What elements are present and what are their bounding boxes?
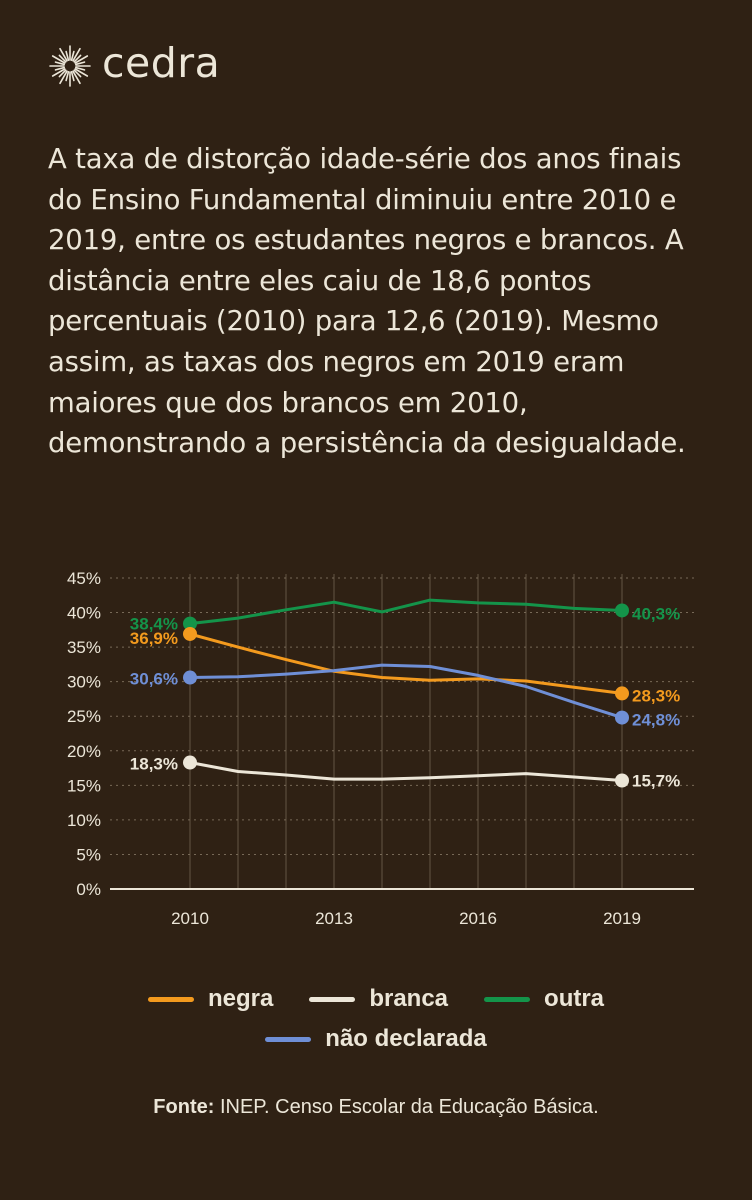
data-label-start-outra: 38,4% bbox=[130, 615, 178, 634]
series-line-nao-declarada bbox=[188, 663, 624, 720]
legend-label: outra bbox=[544, 985, 605, 1012]
x-tick-label: 2016 bbox=[459, 909, 497, 928]
y-tick-label: 5% bbox=[76, 845, 101, 864]
x-tick-label: 2013 bbox=[315, 909, 353, 928]
legend-swatch bbox=[309, 996, 356, 1002]
data-label-end-negra: 28,3% bbox=[632, 686, 680, 705]
legend-row-1: negra branca outra bbox=[0, 985, 752, 1013]
y-tick-label: 45% bbox=[67, 569, 101, 588]
y-tick-label: 25% bbox=[67, 707, 101, 726]
point-start-outra bbox=[183, 616, 197, 631]
series-line-negra bbox=[188, 632, 624, 695]
data-label-start-branca: 18,3% bbox=[130, 755, 178, 774]
brand-logo: cedra bbox=[48, 38, 221, 88]
legend-swatch bbox=[147, 996, 194, 1002]
line-chart: 0% 5% 10% 15% 20% 25% 30% 35% 40% 45% 2010 2013 2016… bbox=[67, 569, 694, 928]
legend-item-nao-declarada: não declarada bbox=[265, 1025, 487, 1053]
x-tick-label: 2010 bbox=[171, 909, 209, 928]
point-end-nao-declarada bbox=[615, 710, 629, 725]
data-label-start-negra: 36,9% bbox=[130, 629, 178, 648]
point-start-nao-declarada bbox=[183, 670, 197, 685]
legend-item-outra: outra bbox=[484, 985, 604, 1013]
legend-item-negra: negra bbox=[147, 985, 274, 1013]
source-note: Fonte: INEP. Censo Escolar da Educação B… bbox=[0, 1096, 752, 1119]
data-label-start-nao-declarada: 30,6% bbox=[130, 670, 178, 689]
data-label-end-nao-declarada: 24,8% bbox=[632, 711, 680, 730]
legend-label: negra bbox=[207, 985, 274, 1012]
point-end-outra bbox=[615, 603, 629, 618]
legend-item-branca: branca bbox=[309, 985, 448, 1013]
source-prefix: Fonte: bbox=[153, 1096, 215, 1118]
y-tick-label: 40% bbox=[67, 604, 101, 623]
y-tick-label: 10% bbox=[67, 811, 101, 830]
legend-swatch bbox=[265, 1036, 312, 1042]
y-tick-label: 30% bbox=[67, 673, 101, 692]
legend-swatch bbox=[484, 996, 531, 1002]
legend-row-2: não declarada bbox=[0, 1025, 752, 1053]
y-tick-label: 0% bbox=[76, 880, 101, 899]
y-tick-label: 15% bbox=[67, 776, 101, 795]
y-tick-label: 20% bbox=[67, 742, 101, 761]
intro-paragraph: A taxa de distorção idade-série dos anos… bbox=[48, 143, 686, 460]
legend-label: não declarada bbox=[325, 1025, 487, 1052]
brand-name: cedra bbox=[102, 38, 221, 87]
source-text: INEP. Censo Escolar da Educação Básica. bbox=[219, 1096, 599, 1118]
x-tick-label: 2019 bbox=[603, 909, 641, 928]
sun-icon bbox=[49, 45, 91, 87]
data-label-end-branca: 15,7% bbox=[632, 771, 680, 790]
point-end-branca bbox=[615, 773, 629, 788]
point-end-negra bbox=[615, 686, 629, 701]
point-start-negra bbox=[183, 626, 197, 641]
legend-label: branca bbox=[369, 985, 449, 1012]
series-line-outra bbox=[188, 598, 624, 626]
data-label-end-outra: 40,3% bbox=[632, 604, 680, 623]
point-start-branca bbox=[183, 755, 197, 770]
series-line-branca bbox=[188, 761, 624, 782]
y-tick-label: 35% bbox=[67, 638, 101, 657]
